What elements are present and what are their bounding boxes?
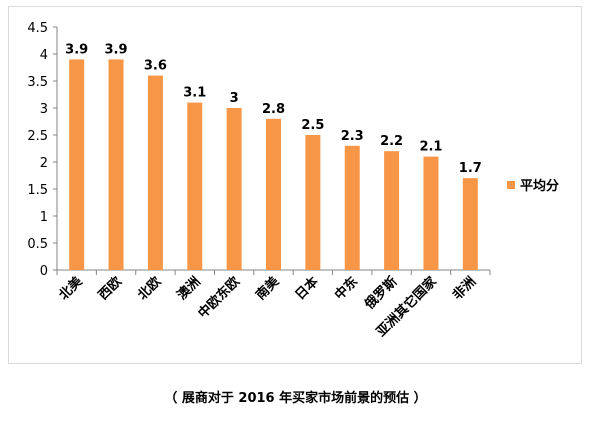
- x-tick-label: 中欧东欧: [195, 274, 243, 322]
- bar: [69, 59, 85, 271]
- data-label: 1.7: [459, 161, 482, 176]
- data-label: 3.9: [65, 42, 88, 57]
- bar: [423, 156, 439, 270]
- legend-label: 平均分: [520, 178, 559, 194]
- data-label: 3.1: [183, 86, 206, 101]
- bar: [384, 151, 400, 270]
- bar: [344, 145, 360, 270]
- x-tick-label: 澳洲: [174, 274, 204, 304]
- y-tick-label: 0.5: [27, 237, 48, 252]
- y-tick-label: 2: [40, 156, 48, 171]
- x-tick-label: 俄罗斯: [361, 274, 401, 314]
- y-tick-label: 3.5: [27, 75, 48, 90]
- x-tick-label: 非洲: [449, 274, 479, 304]
- legend-swatch: [507, 181, 515, 189]
- chart-caption: （ 展商对于 2016 年买家市场前景的预估 ）: [164, 391, 427, 406]
- bar: [187, 102, 203, 270]
- x-tick-label: 北欧: [135, 274, 165, 304]
- x-tick-label: 北美: [56, 273, 86, 303]
- y-tick-label: 1: [40, 210, 48, 225]
- data-label: 2.2: [380, 134, 403, 149]
- bar: [266, 118, 281, 270]
- x-tick-label: 中东: [331, 274, 361, 304]
- data-label: 2.1: [419, 140, 442, 155]
- x-tick-label: 南美: [253, 273, 283, 303]
- data-label: 2.3: [341, 129, 364, 144]
- y-tick-label: 1.5: [27, 183, 48, 198]
- data-label: 2.8: [262, 102, 285, 117]
- bar: [108, 59, 124, 271]
- y-tick-label: 3: [40, 102, 48, 117]
- bar: [147, 75, 163, 270]
- x-tick-label: 日本: [292, 274, 322, 304]
- chart-frame: [8, 6, 582, 364]
- y-tick-label: 2.5: [27, 129, 48, 144]
- data-label: 2.5: [301, 118, 324, 133]
- data-label: 3: [230, 91, 239, 106]
- bar: [226, 108, 242, 270]
- data-label: 3.9: [105, 42, 128, 57]
- data-label: 3.6: [144, 59, 167, 74]
- bar: [462, 178, 478, 270]
- y-tick-label: 0: [40, 264, 48, 279]
- y-tick-label: 4: [40, 48, 48, 63]
- x-tick-label: 西欧: [95, 274, 125, 304]
- bar: [305, 135, 321, 270]
- y-tick-label: 4.5: [27, 21, 48, 36]
